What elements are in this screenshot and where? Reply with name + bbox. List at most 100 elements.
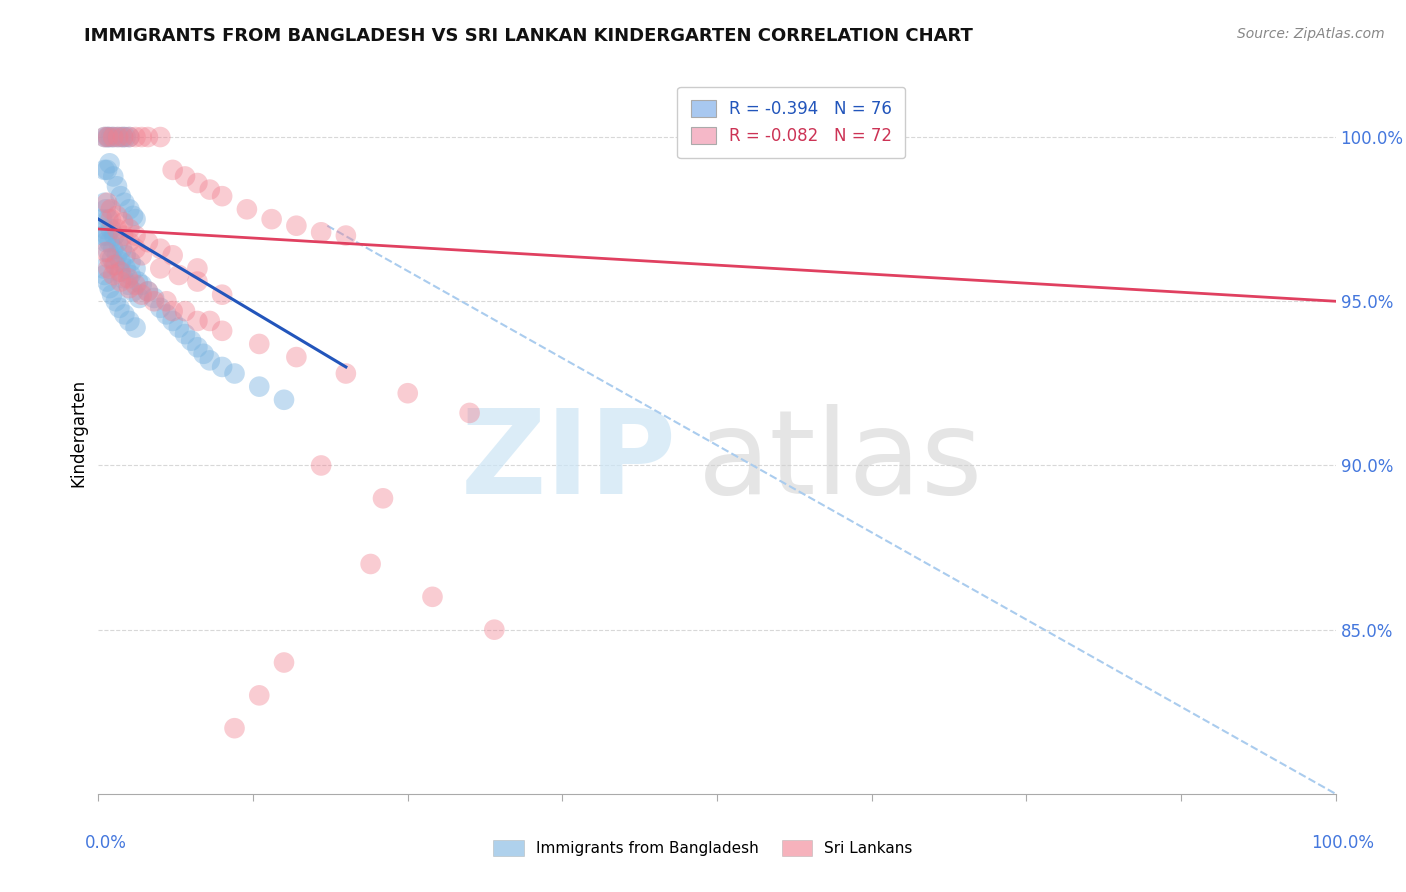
Point <box>98 235 121 249</box>
Point <box>93 228 115 243</box>
Point <box>118 314 141 328</box>
Point <box>118 222 141 236</box>
Point <box>143 294 166 309</box>
Point <box>247 337 270 351</box>
Point <box>124 212 146 227</box>
Point <box>211 287 233 301</box>
Point <box>112 130 135 145</box>
Point <box>97 130 120 145</box>
Point <box>97 212 120 227</box>
Point <box>118 202 141 217</box>
Point <box>273 392 295 407</box>
Point <box>285 350 308 364</box>
Point <box>149 301 172 315</box>
Point <box>131 130 153 145</box>
Point <box>186 261 208 276</box>
Point <box>131 248 153 262</box>
Point <box>198 314 221 328</box>
Point <box>309 458 332 473</box>
Point <box>107 130 129 145</box>
Point <box>224 721 246 735</box>
Point <box>118 130 141 145</box>
Point <box>193 347 215 361</box>
Point <box>112 271 135 285</box>
Point <box>136 285 159 299</box>
Point <box>167 320 190 334</box>
Text: 100.0%: 100.0% <box>1312 834 1374 852</box>
Point <box>396 386 419 401</box>
Point <box>174 169 197 184</box>
Point <box>110 130 132 145</box>
Point <box>101 252 124 266</box>
Point <box>107 235 129 249</box>
Point <box>335 367 357 381</box>
Point <box>174 327 197 342</box>
Point <box>103 169 125 184</box>
Point <box>96 162 118 177</box>
Point <box>105 248 128 262</box>
Point <box>93 222 115 236</box>
Point <box>105 179 128 194</box>
Point <box>124 320 146 334</box>
Point <box>224 367 246 381</box>
Point <box>110 265 132 279</box>
Point <box>143 291 166 305</box>
Point <box>93 195 115 210</box>
Point <box>211 324 233 338</box>
Point <box>105 130 128 145</box>
Point <box>122 209 145 223</box>
Point <box>96 275 118 289</box>
Point <box>97 261 120 276</box>
Point <box>484 623 506 637</box>
Point <box>93 268 115 282</box>
Point <box>236 202 259 217</box>
Point <box>103 228 125 243</box>
Point <box>186 275 208 289</box>
Point <box>94 235 117 249</box>
Point <box>162 304 184 318</box>
Point <box>211 189 233 203</box>
Point <box>94 202 117 217</box>
Point <box>96 195 118 210</box>
Point <box>124 228 146 243</box>
Point <box>136 235 159 249</box>
Point <box>112 215 135 229</box>
Point <box>111 242 134 256</box>
Point <box>91 212 114 227</box>
Point <box>309 225 332 239</box>
Point <box>186 176 208 190</box>
Point <box>103 130 125 145</box>
Point <box>93 130 115 145</box>
Point <box>120 268 142 282</box>
Y-axis label: Kindergarten: Kindergarten <box>69 378 87 487</box>
Point <box>124 261 146 276</box>
Point <box>103 130 125 145</box>
Point <box>101 287 124 301</box>
Point <box>198 183 221 197</box>
Point <box>247 379 270 393</box>
Point <box>112 307 135 321</box>
Point <box>104 258 127 272</box>
Point <box>100 202 122 217</box>
Point <box>114 261 136 276</box>
Point <box>167 268 190 282</box>
Point <box>100 212 122 227</box>
Point <box>114 130 136 145</box>
Point <box>127 275 149 289</box>
Point <box>112 228 135 243</box>
Point <box>260 212 283 227</box>
Point <box>136 130 159 145</box>
Point <box>96 228 118 243</box>
Point <box>103 258 125 272</box>
Point <box>120 255 142 269</box>
Point <box>105 222 128 236</box>
Point <box>96 130 118 145</box>
Point <box>118 130 141 145</box>
Point <box>136 285 159 299</box>
Point <box>180 334 202 348</box>
Point <box>98 156 121 170</box>
Point <box>211 359 233 374</box>
Point <box>149 261 172 276</box>
Point <box>285 219 308 233</box>
Point <box>186 314 208 328</box>
